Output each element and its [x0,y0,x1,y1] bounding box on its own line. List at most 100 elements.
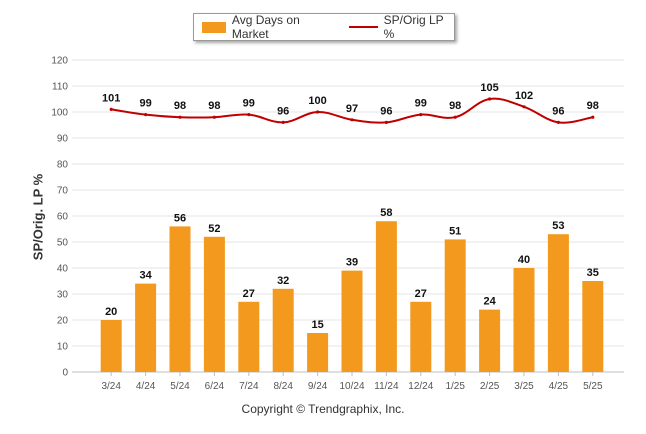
line-data-label: 96 [380,105,392,117]
line-point [144,113,148,117]
bar [100,320,122,372]
y-tick-label: 60 [57,212,69,223]
line-series [109,97,595,124]
line-data-label: 96 [277,105,289,117]
x-tick-label: 8/24 [273,381,293,392]
x-tick-label: 3/24 [101,381,121,392]
y-tick-label: 20 [57,316,69,327]
bar-data-label: 27 [243,288,255,300]
y-tick-label: 110 [52,82,68,93]
bar-data-label: 52 [208,223,220,235]
bar-data-label: 58 [380,207,392,219]
y-axis: 0 10 20 30 40 50 60 70 80 90 100 110 120 [51,56,68,379]
line-data-label: 96 [552,105,564,117]
line-point [316,110,320,114]
line-data-label: 105 [480,82,498,94]
line-data-label: 98 [587,100,599,112]
y-tick-label: 30 [57,290,69,301]
bar [203,236,225,372]
bar-data-label: 24 [483,296,496,308]
line-point [488,97,492,101]
bar-data-label: 27 [415,288,427,300]
data-labels: 20 34 56 52 27 32 15 39 58 27 51 24 40 53 35 101 99 98 98 9… [102,82,599,331]
line-data-label: 97 [346,103,358,115]
bar-data-label: 32 [277,275,289,287]
x-tick-label: 7/24 [239,381,259,392]
bar-data-label: 34 [139,270,152,282]
x-tick-label: 10/24 [339,381,364,392]
bar [135,283,157,372]
bar [307,333,329,372]
line-point [384,120,388,124]
line-point [350,118,354,122]
bar [169,226,191,372]
bar-data-label: 35 [587,267,599,279]
line-point [109,107,113,111]
bar [410,301,432,372]
legend-item-line[interactable]: SP/Orig LP % [335,13,454,41]
bar [513,268,535,372]
x-tick-label: 3/25 [514,381,534,392]
x-tick-label: 9/24 [308,381,328,392]
line-point [212,115,216,119]
line-point [281,120,285,124]
copyright-text: Copyright © Trendgraphix, Inc. [241,402,405,416]
bar-data-label: 15 [311,319,323,331]
x-tick-label: 12/24 [408,381,433,392]
line-data-label: 98 [208,100,220,112]
bar [238,301,260,372]
x-tick-label: 11/24 [374,381,399,392]
legend-swatch-line [349,26,378,28]
line-data-label: 102 [515,90,533,102]
y-tick-label: 50 [57,238,69,249]
x-axis: 3/24 4/24 5/24 6/24 7/24 8/24 9/24 10/24 11/24 12… [101,372,603,392]
bar [479,309,501,372]
bar-data-label: 20 [105,306,117,318]
bar [272,288,294,372]
bar [444,239,466,372]
line-data-label: 98 [449,100,461,112]
line-point [178,115,182,119]
line-data-label: 99 [415,98,427,110]
line-point [556,120,561,124]
legend-item-bars[interactable]: Avg Days on Market [194,13,335,41]
y-tick-label: 0 [62,368,68,379]
bar [582,281,604,372]
bar-data-label: 53 [552,220,564,232]
y-tick-label: 70 [57,186,69,197]
bar [547,234,569,372]
y-tick-label: 120 [51,56,68,67]
y-tick-label: 100 [51,108,68,119]
line-point [247,113,251,117]
y-tick-label: 40 [57,264,69,275]
line-point [453,115,457,119]
bar-data-label: 51 [449,225,461,237]
y-axis-title: SP/Orig. LP % [30,173,46,261]
line-data-label: 98 [174,100,186,112]
line-data-label: 99 [139,98,151,110]
y-tick-label: 10 [57,342,69,353]
x-tick-label: 5/25 [583,381,603,392]
gridlines [72,59,624,373]
legend-swatch-bar [202,21,226,33]
x-tick-label: 1/25 [445,381,465,392]
bar [375,221,397,372]
y-tick-label: 90 [57,134,69,145]
bar-data-label: 40 [518,254,530,266]
x-tick-label: 5/24 [170,381,190,392]
bars [100,221,604,372]
y-tick-label: 80 [57,160,69,171]
line-point [591,115,595,119]
bar-data-label: 56 [174,212,186,224]
line-data-label: 100 [308,95,326,107]
x-tick-label: 4/25 [549,381,569,392]
x-tick-label: 6/24 [205,381,225,392]
legend-label-line: SP/Orig LP % [383,13,444,41]
x-tick-label: 4/24 [136,381,156,392]
x-tick-label: 2/25 [480,381,500,392]
legend: Avg Days on Market SP/Orig LP % [193,13,455,41]
line-point [419,113,423,117]
line-data-label: 99 [243,98,255,110]
bar [341,270,363,372]
